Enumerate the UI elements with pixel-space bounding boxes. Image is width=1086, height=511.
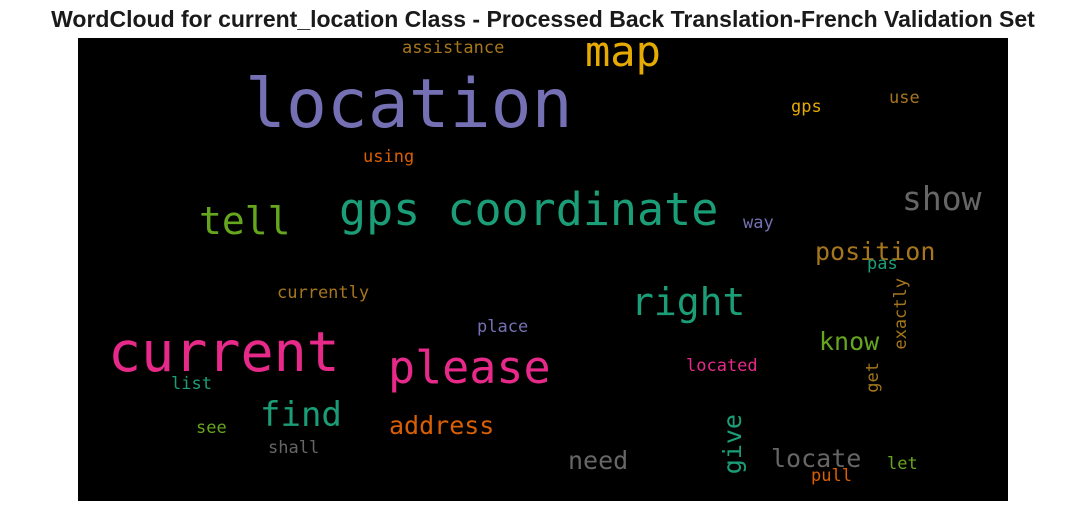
- word-get: get: [863, 362, 883, 393]
- word-pull: pull: [811, 466, 852, 486]
- word-know: know: [819, 327, 880, 356]
- word-currently: currently: [277, 283, 370, 303]
- word-need: need: [568, 446, 629, 475]
- word-exactly: exactly: [891, 278, 911, 350]
- chart-title: WordCloud for current_location Class - P…: [51, 6, 1035, 32]
- word-right: right: [631, 280, 746, 324]
- word-place: place: [477, 317, 529, 337]
- word-position: position: [815, 237, 936, 266]
- word-way: way: [743, 213, 774, 233]
- word-locate: locate: [771, 444, 862, 473]
- word-let: let: [887, 454, 918, 474]
- word-give: give: [718, 414, 747, 475]
- word-shall: shall: [268, 438, 320, 458]
- word-use: use: [889, 88, 920, 108]
- word-please: please: [388, 341, 551, 394]
- word-location: location: [245, 65, 573, 144]
- word-map: map: [585, 38, 661, 76]
- word-assistance: assistance: [402, 38, 505, 58]
- word-list: list: [171, 374, 212, 394]
- word-gps-coordinate: gps coordinate: [339, 183, 719, 236]
- word-address: address: [389, 411, 495, 440]
- word-using: using: [363, 147, 415, 167]
- word-gps: gps: [791, 97, 822, 117]
- word-pas: pas: [867, 254, 898, 274]
- word-find: find: [260, 395, 342, 435]
- word-tell: tell: [199, 199, 291, 243]
- word-current: current: [108, 320, 340, 384]
- word-cloud: location map assistance gps use using gp…: [78, 38, 1008, 501]
- word-show: show: [902, 179, 982, 218]
- word-located: located: [686, 356, 758, 376]
- word-see: see: [196, 418, 227, 438]
